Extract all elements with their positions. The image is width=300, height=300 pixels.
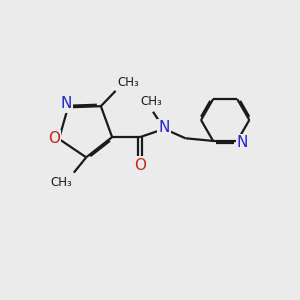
Text: O: O — [134, 158, 146, 172]
Text: CH₃: CH₃ — [51, 176, 72, 189]
Text: CH₃: CH₃ — [117, 76, 139, 88]
Text: N: N — [61, 96, 72, 111]
Text: N: N — [158, 120, 170, 135]
Text: O: O — [48, 131, 60, 146]
Text: CH₃: CH₃ — [141, 95, 162, 108]
Text: N: N — [237, 135, 248, 150]
